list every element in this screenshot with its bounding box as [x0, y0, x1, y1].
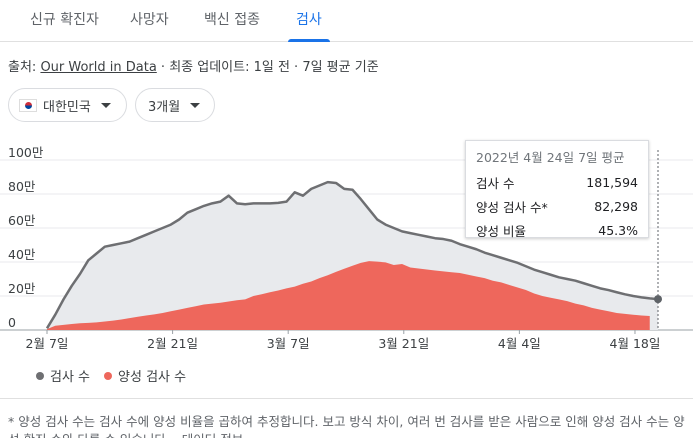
- region-dropdown[interactable]: 대한민국: [8, 88, 127, 122]
- positive-area: [47, 261, 650, 330]
- source-link[interactable]: Our World in Data: [40, 60, 157, 75]
- y-tick-label: 0: [8, 315, 16, 330]
- y-tick-label: 80만: [8, 179, 36, 194]
- x-tick-label: 3월 7일: [267, 336, 310, 351]
- legend-tests-dot-icon: [36, 371, 44, 380]
- legend-label: 검사 수: [50, 370, 91, 385]
- tooltip-row-rate: 양성 비율 45.3%: [476, 218, 638, 242]
- tooltip-value: 82,298: [594, 198, 638, 214]
- legend-positive: 양성 검사 수: [104, 366, 186, 385]
- y-tick-label: 20만: [8, 281, 36, 296]
- y-tick-label: 100만: [8, 145, 44, 160]
- chart-legend: 검사 수 양성 검사 수: [36, 366, 186, 385]
- x-tick-label: 2월 21일: [147, 336, 198, 351]
- tab-deaths[interactable]: 사망자: [130, 12, 169, 28]
- range-label: 3개월: [148, 99, 181, 115]
- dropdown-caret-icon: [190, 102, 201, 108]
- tab-new-cases[interactable]: 신규 확진자: [30, 12, 99, 28]
- x-tick-label: 2월 7일: [26, 336, 69, 351]
- y-tick-label: 40만: [8, 247, 36, 262]
- tests-line: [45, 180, 659, 329]
- chart-tooltip: 2022년 4월 24일 7일 평균 검사 수 181,594 양성 검사 수*…: [465, 140, 649, 239]
- tooltip-label: 검사 수: [476, 175, 515, 191]
- tooltip-row-tests: 검사 수 181,594: [476, 170, 638, 194]
- divider: [0, 398, 693, 399]
- footnote: * 양성 검사 수는 검사 수에 양성 비율을 곱하여 추정합니다. 보고 방식…: [8, 414, 685, 438]
- legend-label: 양성 검사 수: [118, 370, 187, 385]
- tooltip-value: 181,594: [586, 174, 638, 190]
- legend-tests: 검사 수: [36, 366, 90, 385]
- hover-point: [654, 295, 662, 304]
- korea-flag-icon: [19, 98, 37, 112]
- source-line: 출처: Our World in Data · 최종 업데이트: 1일 전 · …: [8, 56, 379, 75]
- tab-tests[interactable]: 검사: [288, 9, 330, 42]
- source-prefix: 출처:: [8, 60, 41, 75]
- y-tick-label: 60만: [8, 213, 36, 228]
- range-dropdown[interactable]: 3개월: [135, 88, 215, 122]
- tooltip-label: 양성 비율: [476, 223, 526, 239]
- x-tick-label: 3월 21일: [378, 336, 429, 351]
- tooltip-value: 45.3%: [598, 222, 638, 238]
- source-suffix: · 최종 업데이트: 1일 전 · 7일 평균 기준: [156, 60, 379, 75]
- dropdown-caret-icon: [100, 102, 111, 108]
- tab-vaccination[interactable]: 백신 접종: [204, 12, 260, 28]
- tooltip-label: 양성 검사 수*: [476, 199, 548, 215]
- tab-bar: 신규 확진자 사망자 백신 접종 검사: [0, 0, 693, 42]
- x-tick-label: 4월 4일: [498, 336, 541, 351]
- x-tick-label: 4월 18일: [610, 336, 661, 351]
- region-label: 대한민국: [43, 99, 91, 115]
- tests-chart[interactable]: 0 20만 40만 60만 80만 100만 2월 7일 2월 21일 3월 7일 3월 21일 4…: [0, 125, 693, 360]
- tooltip-row-positive: 양성 검사 수* 82,298: [476, 194, 638, 218]
- tooltip-date: 2022년 4월 24일 7일 평균: [476, 150, 625, 165]
- legend-positive-dot-icon: [104, 371, 113, 380]
